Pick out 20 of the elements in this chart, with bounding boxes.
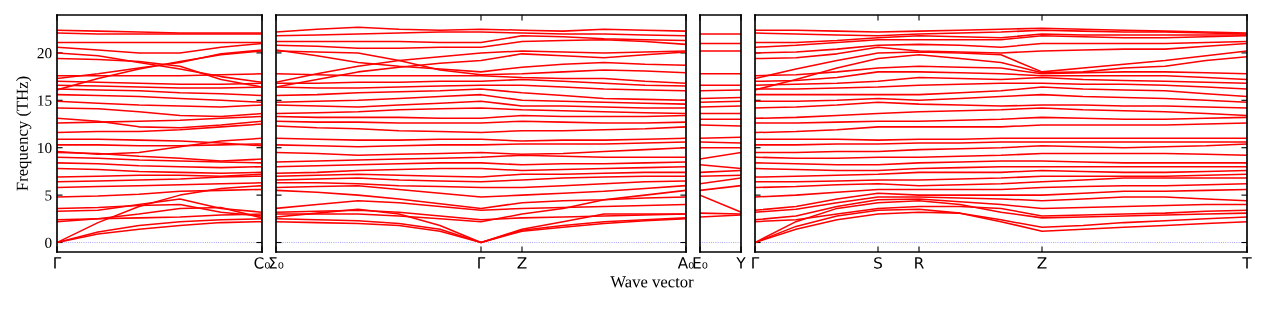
y-tick-label: 15	[38, 95, 52, 106]
y-axis-title: Frequency (THz)	[16, 76, 32, 191]
x-tick-label: Σ₀	[269, 257, 284, 269]
x-tick-label: Z	[1037, 257, 1047, 269]
y-tick-label: 10	[38, 142, 52, 154]
x-tick-label: R	[915, 257, 924, 269]
x-tick-label: Γ	[54, 257, 62, 269]
x-tick-label: C₀	[254, 257, 270, 269]
y-tick-label: 5	[45, 190, 52, 201]
x-tick-label: Γ	[478, 257, 486, 269]
x-tick-label: Z	[517, 257, 527, 269]
x-tick-label: Y	[736, 257, 746, 269]
x-tick-label: E₀	[693, 257, 708, 269]
x-tick-label: A₀	[677, 257, 694, 269]
x-tick-label: T	[1242, 257, 1252, 269]
x-tick-label: Γ	[752, 257, 760, 269]
y-tick-label: 0	[45, 237, 52, 248]
y-tick-label: 20	[37, 48, 52, 59]
x-axis-title: Wave vector	[610, 276, 694, 288]
x-tick-label: S	[874, 257, 882, 269]
